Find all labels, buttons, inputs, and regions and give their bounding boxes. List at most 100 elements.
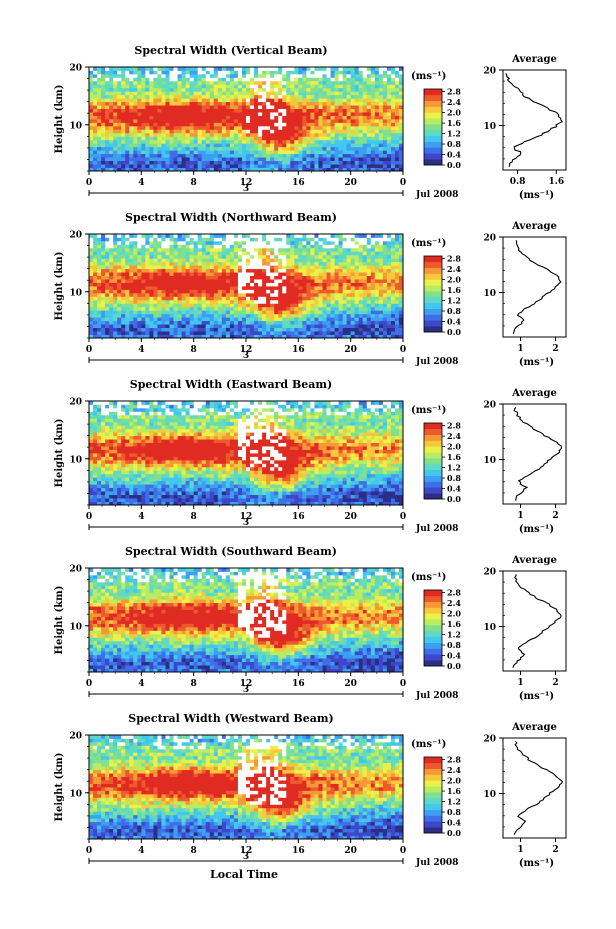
- heatmap-cell: [394, 272, 400, 276]
- heatmap-cell: [217, 167, 223, 172]
- heatmap-cell: [221, 167, 227, 172]
- heatmap-cell: [161, 125, 166, 130]
- heatmap-cell: [177, 244, 182, 249]
- heatmap-cell: [294, 125, 299, 130]
- heatmap-cell: [177, 240, 182, 245]
- heatmap-cell: [137, 292, 142, 297]
- heatmap-cell: [258, 279, 263, 283]
- heatmap-cell: [185, 296, 191, 301]
- panel-title: Spectral Width (Northward Beam): [125, 211, 337, 224]
- heatmap-cell: [93, 414, 98, 419]
- heatmap-cell: [398, 150, 404, 155]
- heatmap-cell: [201, 237, 207, 242]
- heatmap-cell: [270, 265, 275, 270]
- heatmap-cell: [354, 167, 360, 172]
- heatmap-cell: [262, 125, 267, 130]
- heatmap-cell: [362, 105, 368, 109]
- heatmap-cell: [302, 272, 307, 276]
- heatmap-cell: [258, 153, 263, 158]
- heatmap-cell: [109, 70, 114, 75]
- heatmap-cell: [89, 167, 94, 172]
- heatmap-cell: [141, 317, 146, 322]
- heatmap-cell: [362, 306, 368, 311]
- heatmap-cell: [153, 254, 158, 259]
- heatmap-cell: [338, 258, 344, 263]
- heatmap-cell: [266, 279, 271, 283]
- heatmap-cell: [93, 442, 98, 447]
- heatmap-cell: [358, 240, 364, 245]
- heatmap-cell: [141, 310, 146, 315]
- heatmap-cell: [298, 132, 303, 137]
- heatmap-cell: [149, 272, 154, 276]
- heatmap-cell: [209, 317, 215, 322]
- heatmap-cell: [173, 258, 178, 263]
- heatmap-cell: [254, 254, 259, 259]
- heatmap-cell: [358, 84, 364, 89]
- heatmap-cell: [137, 317, 142, 322]
- heatmap-cell: [302, 292, 307, 297]
- heatmap-cell: [278, 289, 283, 294]
- heatmap-cell: [217, 275, 223, 280]
- heatmap-cell: [354, 122, 360, 127]
- heatmap-cell: [394, 261, 400, 266]
- heatmap-cell: [217, 296, 223, 301]
- heatmap-cell: [229, 91, 235, 96]
- heatmap-cell: [229, 324, 235, 328]
- heatmap-cell: [250, 334, 255, 339]
- heatmap-cell: [177, 146, 182, 151]
- heatmap-cell: [237, 146, 243, 151]
- heatmap-cell: [346, 234, 352, 238]
- heatmap-cell: [282, 275, 287, 280]
- heatmap-cell: [237, 272, 243, 276]
- heatmap-cell: [282, 115, 287, 120]
- heatmap-cell: [282, 143, 287, 148]
- heatmap-cell: [390, 268, 396, 273]
- heatmap-cell: [113, 73, 118, 78]
- heatmap-cell: [197, 129, 203, 134]
- heatmap-cell: [394, 334, 400, 339]
- heatmap-cell: [129, 132, 134, 137]
- heatmap-cell: [213, 101, 219, 106]
- heatmap-cell: [93, 292, 98, 297]
- heatmap-cell: [89, 70, 94, 75]
- heatmap-cell: [246, 80, 251, 85]
- heatmap-cell: [177, 73, 182, 78]
- heatmap-cell: [374, 275, 380, 280]
- heatmap-cell: [266, 139, 271, 144]
- heatmap-cell: [213, 320, 219, 325]
- heatmap-cell: [181, 234, 187, 238]
- heatmap-cell: [149, 296, 154, 301]
- heatmap-cell: [133, 98, 138, 103]
- heatmap-cell: [117, 94, 122, 99]
- heatmap-cell: [266, 105, 271, 109]
- x-tick-label: 16: [292, 345, 305, 355]
- heatmap-cell: [97, 91, 102, 96]
- heatmap-cell: [221, 157, 227, 161]
- heatmap-cell: [310, 334, 315, 339]
- heatmap-cell: [241, 310, 247, 315]
- heatmap-cell: [266, 317, 271, 322]
- heatmap-cell: [398, 268, 404, 273]
- heatmap-cell: [129, 296, 134, 301]
- heatmap-cell: [181, 324, 187, 328]
- heatmap-cell: [141, 292, 146, 297]
- heatmap-cell: [374, 157, 380, 161]
- heatmap-cell: [229, 167, 235, 172]
- heatmap-cell: [322, 84, 327, 89]
- heatmap-cell: [330, 98, 335, 103]
- heatmap-cell: [390, 160, 396, 165]
- heatmap-cell: [153, 87, 158, 92]
- heatmap-cell: [366, 157, 372, 161]
- heatmap-cell: [189, 146, 195, 151]
- heatmap-cell: [266, 132, 271, 137]
- heatmap-cell: [366, 317, 372, 322]
- heatmap-cell: [302, 286, 307, 290]
- heatmap-cell: [121, 70, 126, 75]
- heatmap-cell: [105, 105, 110, 109]
- heatmap-cell: [89, 446, 94, 450]
- colorbar-segment: [424, 124, 442, 131]
- heatmap-cell: [326, 296, 331, 301]
- heatmap-cell: [125, 150, 130, 155]
- colorbar-segment: [424, 291, 442, 298]
- heatmap-cell: [246, 157, 251, 161]
